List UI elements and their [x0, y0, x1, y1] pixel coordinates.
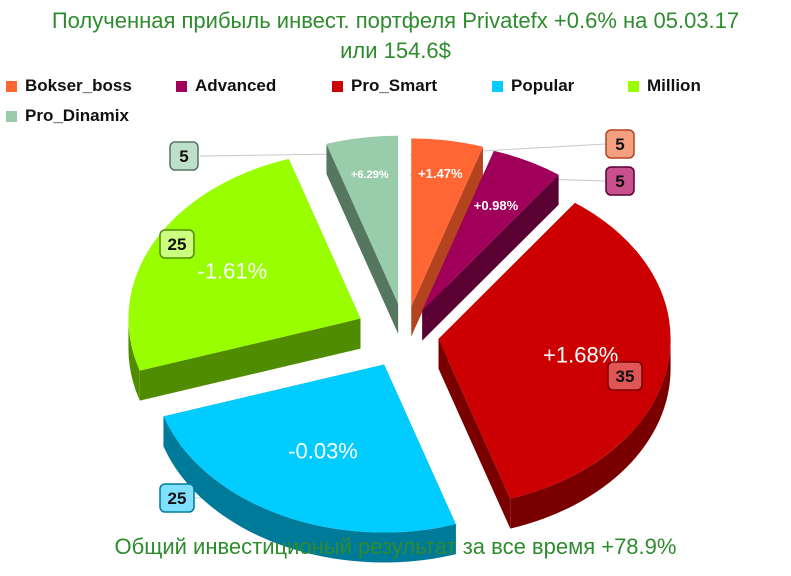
legend-label: Pro_Dinamix: [25, 106, 129, 125]
callout-box: [605, 129, 635, 159]
callout-bokser-boss: 5: [605, 129, 635, 159]
callout-value: 5: [615, 172, 624, 191]
legend-swatch: [176, 80, 187, 92]
slice-bokser-boss: [411, 138, 483, 337]
slice-label-bokser-boss: +1.47%: [418, 166, 463, 181]
legend-swatch: [332, 80, 343, 92]
slice-wall: [438, 338, 511, 529]
callout-box: [607, 361, 643, 391]
callout-box: [159, 483, 195, 513]
callout-popular: 25: [159, 483, 195, 513]
slice-top: [411, 138, 483, 307]
legend-label: Bokser_boss: [25, 76, 132, 95]
slice-side: [510, 338, 671, 529]
slice-top: [128, 158, 361, 371]
callout-line-pro-dinamix: [199, 153, 341, 157]
callout-box: [159, 229, 195, 259]
callout-value: 5: [615, 135, 624, 154]
legend-item-bokser-boss: Bokser_boss: [6, 76, 132, 96]
slice-top: [438, 202, 671, 499]
slice-top: [326, 135, 399, 304]
slice-side: [128, 318, 140, 401]
title-line-2: или 154.6$: [340, 38, 451, 63]
slice-wall: [326, 143, 399, 334]
slice-pro-dinamix: [326, 135, 399, 334]
legend-item-pro-dinamix: Pro_Dinamix: [6, 106, 129, 126]
slice-popular: [163, 364, 456, 563]
legend-label: Advanced: [195, 76, 277, 95]
slice-label-popular: -0.03%: [288, 439, 358, 464]
slice-wall: [411, 146, 483, 337]
slice-label-million: -1.61%: [197, 259, 267, 284]
legend-swatch: [6, 110, 17, 122]
callout-million: 25: [159, 229, 195, 259]
slice-label-pro-smart: +1.68%: [543, 342, 618, 367]
legend-item-pro-smart: Pro_Smart: [332, 76, 437, 96]
legend-swatch: [492, 80, 503, 92]
callout-pro-smart: 35: [607, 361, 643, 391]
slice-pro-smart: [438, 202, 671, 529]
footer-total-result: Общий инвестиционый результат за все вре…: [114, 534, 677, 559]
callout-value: 25: [168, 235, 187, 254]
legend-swatch: [6, 80, 17, 92]
legend-label: Popular: [511, 76, 575, 95]
legend-item-popular: Popular: [492, 76, 574, 96]
callout-box: [169, 141, 199, 171]
callout-value: 25: [168, 489, 187, 508]
slice-million: [128, 158, 361, 401]
slice-label-pro-dinamix: +6.29%: [351, 169, 389, 181]
legend-swatch: [628, 80, 639, 92]
slice-label-advanced: +0.98%: [474, 198, 519, 213]
slice-side: [163, 416, 456, 563]
title-line-1: Полученная прибыль инвест. портфеля Priv…: [51, 8, 740, 33]
chart-title: Полученная прибыль инвест. портфеля Priv…: [0, 6, 791, 66]
slice-wall: [422, 174, 559, 341]
legend-label: Million: [647, 76, 701, 95]
slice-top: [422, 150, 559, 311]
callout-value: 5: [179, 147, 188, 166]
callout-advanced: 5: [605, 166, 635, 196]
callout-pro-dinamix: 5: [169, 141, 199, 171]
legend-item-advanced: Advanced: [176, 76, 276, 96]
legend-item-million: Million: [628, 76, 701, 96]
callout-box: [605, 166, 635, 196]
legend-label: Pro_Smart: [351, 76, 437, 95]
callout-value: 35: [616, 367, 635, 386]
slice-wall: [139, 318, 361, 401]
slice-advanced: [422, 150, 559, 341]
slice-top: [163, 364, 456, 533]
